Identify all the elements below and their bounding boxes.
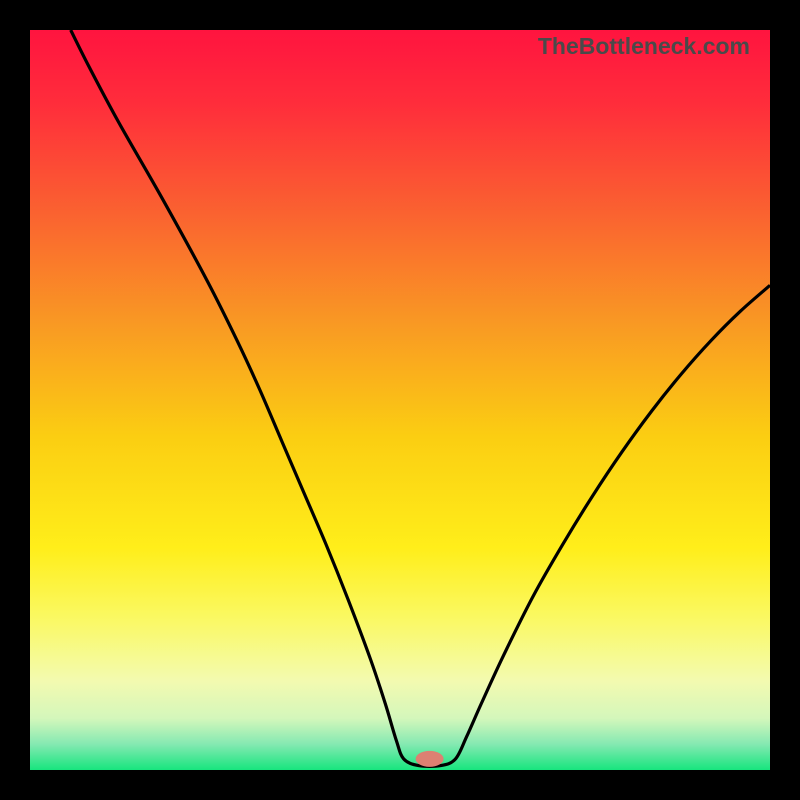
plot-area <box>30 30 770 770</box>
bottleneck-marker <box>416 751 444 767</box>
source-label: TheBottleneck.com <box>538 33 750 60</box>
chart-frame: TheBottleneck.com <box>0 0 800 800</box>
chart-svg <box>30 30 770 770</box>
